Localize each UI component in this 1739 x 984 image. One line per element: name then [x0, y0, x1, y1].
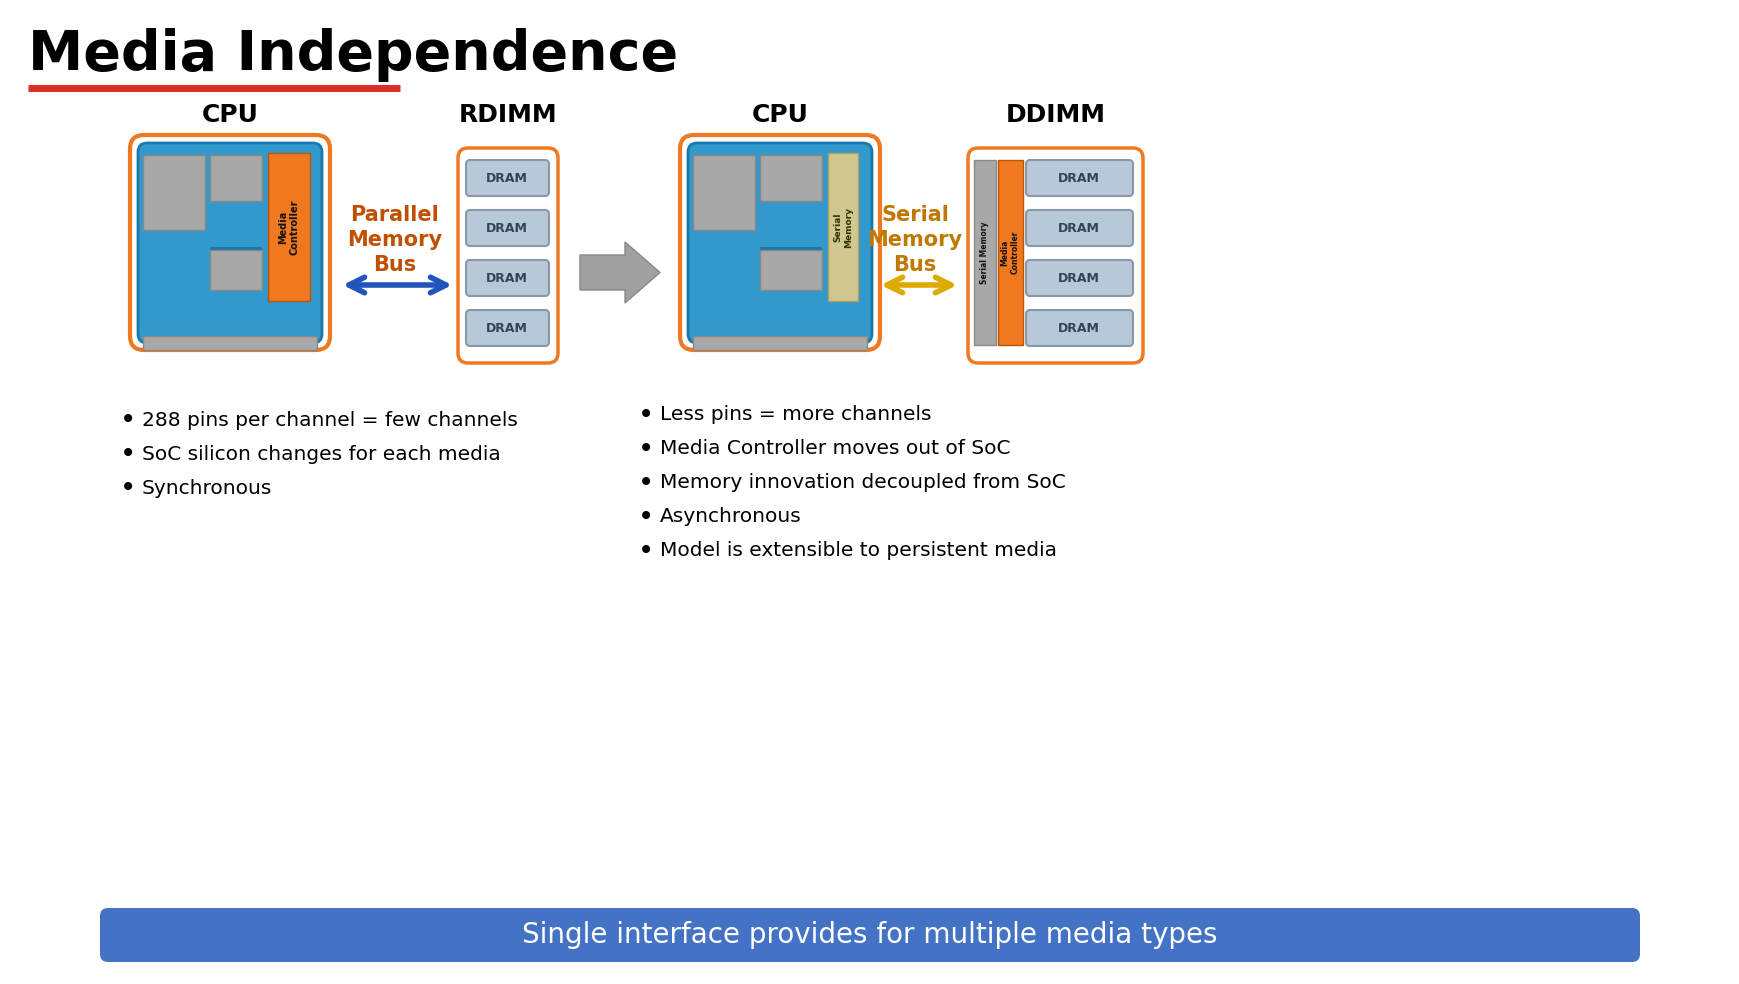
- Text: RDIMM: RDIMM: [459, 103, 556, 127]
- Text: •: •: [120, 474, 136, 502]
- Text: •: •: [120, 406, 136, 434]
- FancyBboxPatch shape: [99, 908, 1640, 962]
- FancyBboxPatch shape: [137, 143, 322, 343]
- FancyBboxPatch shape: [967, 148, 1143, 363]
- Text: Less pins = more channels: Less pins = more channels: [659, 405, 930, 424]
- Text: Serial
Memory
Bus: Serial Memory Bus: [868, 205, 962, 275]
- FancyBboxPatch shape: [1026, 210, 1132, 246]
- Text: Serial
Memory: Serial Memory: [833, 207, 852, 248]
- FancyBboxPatch shape: [466, 210, 550, 246]
- Bar: [210, 250, 263, 290]
- Bar: [828, 153, 857, 301]
- Bar: [998, 160, 1023, 345]
- Bar: [760, 250, 821, 290]
- Bar: [210, 155, 263, 201]
- Text: Media
Controller: Media Controller: [278, 199, 299, 255]
- Text: Memory innovation decoupled from SoC: Memory innovation decoupled from SoC: [659, 473, 1066, 493]
- FancyBboxPatch shape: [680, 135, 880, 350]
- FancyBboxPatch shape: [687, 143, 871, 343]
- FancyBboxPatch shape: [1026, 310, 1132, 346]
- Text: DRAM: DRAM: [485, 221, 527, 234]
- FancyBboxPatch shape: [1026, 160, 1132, 196]
- Bar: [760, 247, 821, 250]
- Text: Media
Controller: Media Controller: [1000, 231, 1019, 275]
- Text: DRAM: DRAM: [1057, 171, 1099, 184]
- Text: DRAM: DRAM: [1057, 221, 1099, 234]
- Text: •: •: [120, 440, 136, 468]
- Text: Synchronous: Synchronous: [143, 478, 273, 498]
- Text: DDIMM: DDIMM: [1005, 103, 1104, 127]
- FancyBboxPatch shape: [466, 310, 550, 346]
- FancyBboxPatch shape: [130, 135, 330, 350]
- Text: Parallel
Memory
Bus: Parallel Memory Bus: [348, 205, 442, 275]
- Text: •: •: [638, 537, 654, 565]
- Text: •: •: [638, 469, 654, 497]
- Bar: [692, 155, 755, 230]
- Bar: [268, 153, 310, 301]
- Bar: [143, 155, 205, 230]
- Polygon shape: [579, 242, 659, 303]
- Bar: [692, 336, 866, 350]
- Text: SoC silicon changes for each media: SoC silicon changes for each media: [143, 445, 501, 463]
- FancyBboxPatch shape: [1026, 260, 1132, 296]
- Text: DRAM: DRAM: [1057, 272, 1099, 284]
- Text: DRAM: DRAM: [485, 272, 527, 284]
- Text: Media Controller moves out of SoC: Media Controller moves out of SoC: [659, 440, 1010, 459]
- Text: •: •: [638, 503, 654, 531]
- Bar: [210, 247, 263, 250]
- Bar: [760, 155, 821, 201]
- Text: CPU: CPU: [202, 103, 259, 127]
- Text: •: •: [638, 401, 654, 429]
- Text: DRAM: DRAM: [485, 171, 527, 184]
- Bar: [143, 336, 316, 350]
- Text: Asynchronous: Asynchronous: [659, 508, 802, 526]
- FancyBboxPatch shape: [466, 260, 550, 296]
- Text: 288 pins per channel = few channels: 288 pins per channel = few channels: [143, 410, 518, 429]
- Text: DRAM: DRAM: [1057, 322, 1099, 335]
- Text: DRAM: DRAM: [485, 322, 527, 335]
- FancyBboxPatch shape: [466, 160, 550, 196]
- Bar: [974, 160, 995, 345]
- Text: CPU: CPU: [751, 103, 809, 127]
- Text: Single interface provides for multiple media types: Single interface provides for multiple m…: [522, 921, 1217, 949]
- Text: •: •: [638, 435, 654, 463]
- Text: Model is extensible to persistent media: Model is extensible to persistent media: [659, 541, 1056, 561]
- Text: Media Independence: Media Independence: [28, 28, 678, 82]
- FancyBboxPatch shape: [457, 148, 558, 363]
- Text: Serial Memory: Serial Memory: [981, 221, 989, 283]
